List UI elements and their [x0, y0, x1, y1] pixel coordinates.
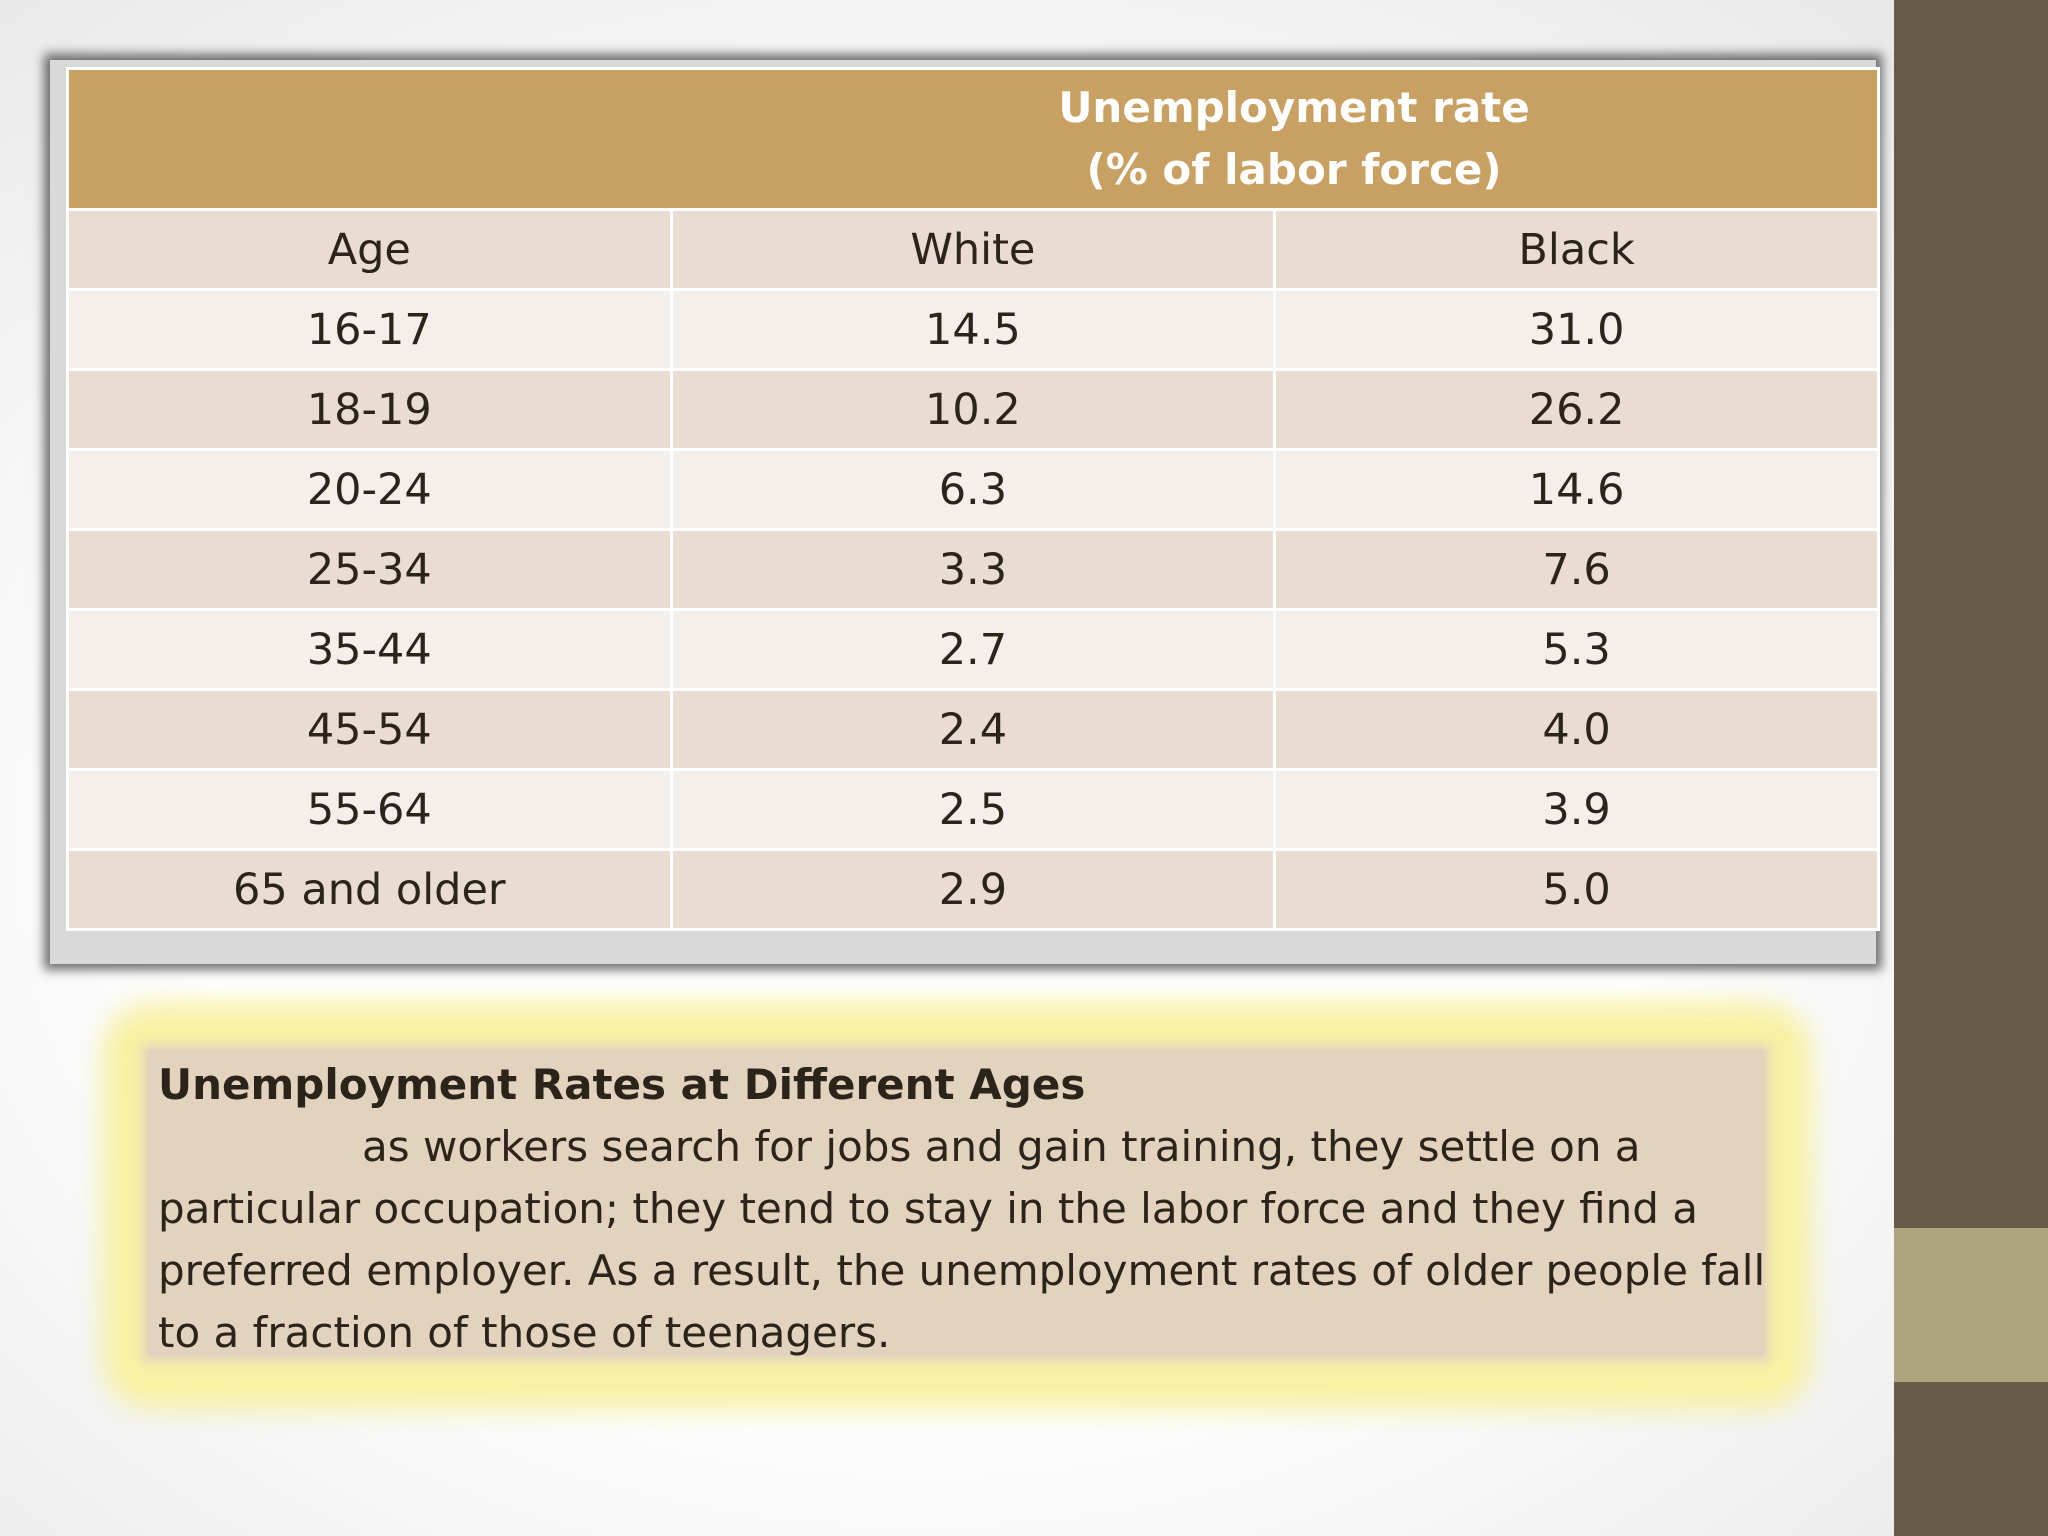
black-rate-cell: 14.6 — [1273, 448, 1880, 531]
white-rate-cell: 3.3 — [669, 528, 1277, 611]
black-rate-cell: 7.6 — [1273, 528, 1880, 611]
black-rate-cell: 5.3 — [1273, 608, 1880, 691]
table-row: 16-17 14.5 31.0 — [66, 288, 1880, 371]
black-rate-cell: 4.0 — [1273, 688, 1880, 771]
black-rate-cell: 5.0 — [1273, 848, 1880, 931]
side-band-accent — [1894, 1228, 2048, 1382]
table-row: 65 and older 2.9 5.0 — [66, 848, 1880, 931]
white-rate-cell: 2.5 — [669, 768, 1277, 851]
black-rate-cell: 31.0 — [1273, 288, 1880, 371]
table-row: 35-44 2.7 5.3 — [66, 608, 1880, 691]
column-header-black: Black — [1273, 208, 1880, 291]
age-cell: 65 and older — [66, 848, 673, 931]
caption-text-block: Unemployment Rates at Different Ages as … — [158, 1054, 1778, 1364]
header-empty-cell — [66, 67, 672, 211]
black-rate-cell: 3.9 — [1273, 768, 1880, 851]
column-header-age: Age — [66, 208, 673, 291]
age-cell: 25-34 — [66, 528, 673, 611]
black-rate-cell: 26.2 — [1273, 368, 1880, 451]
header-title-line1: Unemployment rate — [1058, 83, 1530, 132]
age-cell: 35-44 — [66, 608, 673, 691]
table-header-row: Unemployment rate (% of labor force) — [66, 67, 1881, 211]
white-rate-cell: 10.2 — [669, 368, 1277, 451]
table-row: 45-54 2.4 4.0 — [66, 688, 1880, 771]
age-cell: 16-17 — [66, 288, 673, 371]
age-cell: 18-19 — [66, 368, 673, 451]
caption-box — [148, 1050, 1764, 1356]
table-row: 55-64 2.5 3.9 — [66, 768, 1880, 851]
header-title-cell: Unemployment rate (% of labor force) — [671, 67, 1881, 211]
age-cell: 20-24 — [66, 448, 673, 531]
unemployment-table: Unemployment rate (% of labor force) Age… — [66, 67, 1881, 931]
table-row: 25-34 3.3 7.6 — [66, 528, 1880, 611]
table-row: 20-24 6.3 14.6 — [66, 448, 1880, 531]
white-rate-cell: 2.4 — [669, 688, 1277, 771]
header-title-line2: (% of labor force) — [1086, 145, 1502, 194]
white-rate-cell: 14.5 — [669, 288, 1277, 371]
age-cell: 55-64 — [66, 768, 673, 851]
white-rate-cell: 2.9 — [669, 848, 1277, 931]
caption-body: as workers search for jobs and gain trai… — [158, 1122, 1766, 1357]
table-row: 18-19 10.2 26.2 — [66, 368, 1880, 451]
caption-title: Unemployment Rates at Different Ages — [158, 1060, 1086, 1109]
column-header-row: Age White Black — [66, 208, 1880, 291]
age-cell: 45-54 — [66, 688, 673, 771]
white-rate-cell: 6.3 — [669, 448, 1277, 531]
white-rate-cell: 2.7 — [669, 608, 1277, 691]
column-header-white: White — [669, 208, 1277, 291]
